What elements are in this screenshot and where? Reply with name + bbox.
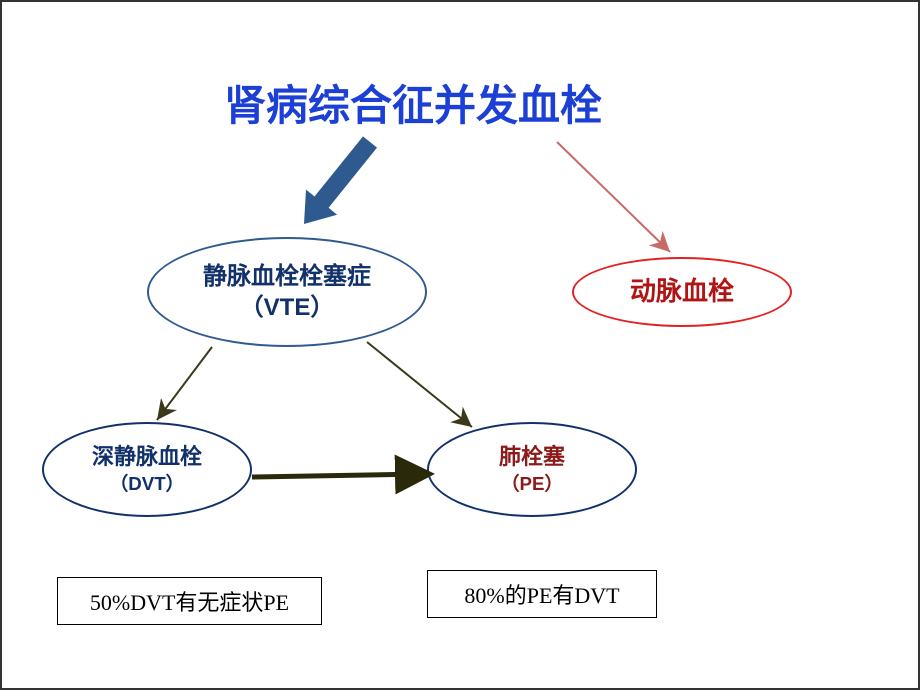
node-dvt-line1: 深静脉血栓 — [92, 443, 202, 472]
node-pe-line2: （PE） — [501, 472, 563, 496]
node-pe-line1: 肺栓塞 — [499, 443, 565, 472]
arrow-title-to-arterial — [557, 142, 670, 252]
arrow-dvt-to-pe — [252, 474, 425, 477]
node-dvt: 深静脉血栓 （DVT） — [42, 422, 252, 517]
arrow-vte-to-pe — [367, 342, 472, 427]
arrow-vte-to-dvt — [157, 347, 212, 420]
node-vte-line1: 静脉血栓栓塞症 — [203, 261, 371, 292]
footnote-pe: 80%的PE有DVT — [427, 570, 657, 618]
footnote-dvt: 50%DVT有无症状PE — [57, 577, 322, 625]
node-pe: 肺栓塞 （PE） — [427, 422, 637, 517]
arrow-title-to-vte — [304, 136, 377, 224]
diagram-title: 肾病综合征并发血栓 — [224, 72, 602, 133]
node-arterial: 动脉血栓 — [572, 257, 792, 327]
node-arterial-line1: 动脉血栓 — [630, 275, 734, 309]
node-vte-line2: （VTE） — [240, 292, 335, 323]
node-vte: 静脉血栓栓塞症 （VTE） — [147, 237, 427, 347]
node-dvt-line2: （DVT） — [110, 472, 185, 496]
